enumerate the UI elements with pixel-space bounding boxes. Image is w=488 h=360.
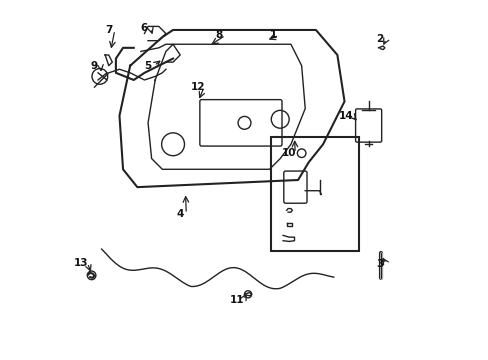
Text: 8: 8 [215,30,223,40]
Text: 14: 14 [338,111,353,121]
Text: 2: 2 [376,34,383,44]
Text: 10: 10 [281,148,296,158]
Text: 6: 6 [141,23,148,33]
Bar [271,137,358,251]
Text: 11: 11 [230,295,244,305]
Text: 1: 1 [269,30,276,40]
Text: 3: 3 [376,259,383,269]
Text: 4: 4 [176,209,183,219]
Text: 9: 9 [91,61,98,71]
Text: 13: 13 [74,258,88,268]
Text: 5: 5 [144,61,151,71]
Text: 12: 12 [190,82,205,92]
Text: 7: 7 [105,25,112,35]
